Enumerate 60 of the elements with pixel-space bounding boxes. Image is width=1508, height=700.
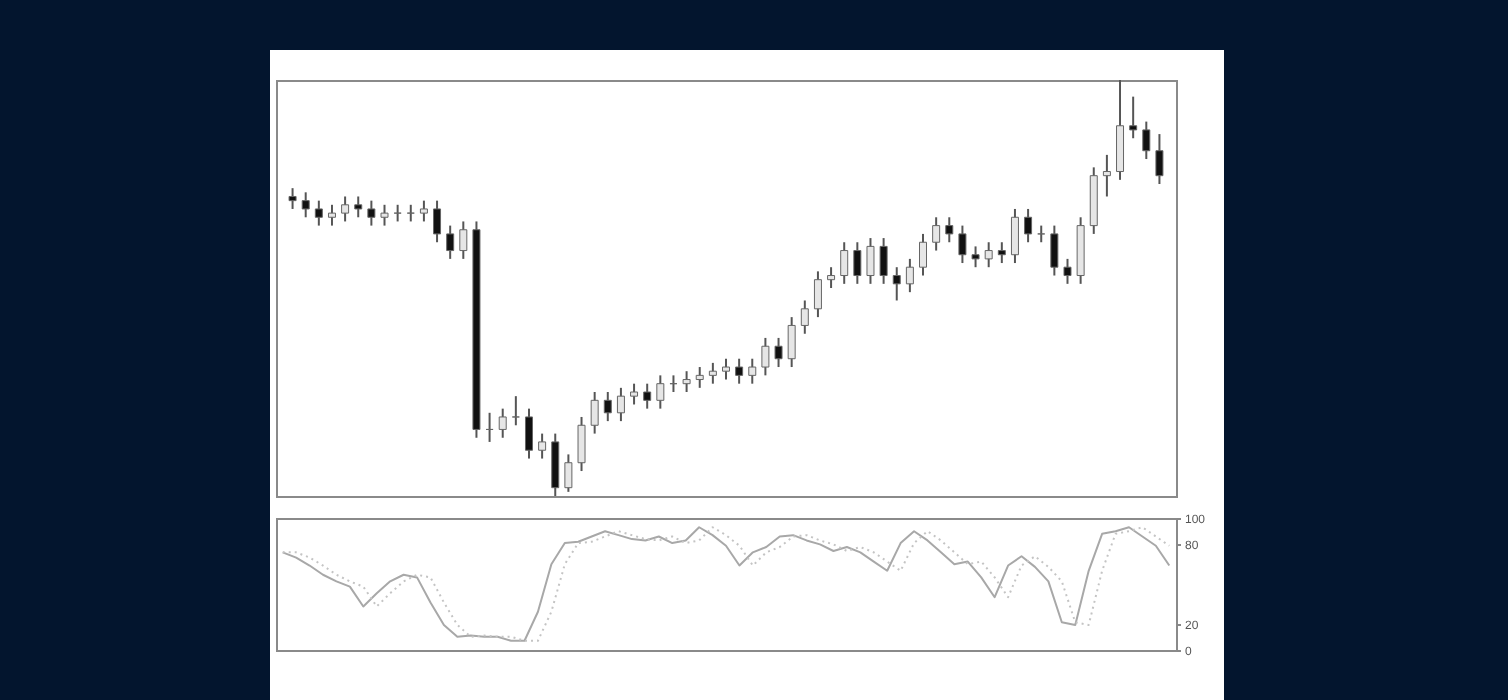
- candlestick: [603, 391, 612, 423]
- candlestick: [1116, 79, 1125, 181]
- candlestick: [682, 370, 691, 393]
- candlestick: [498, 407, 507, 439]
- candlestick: [630, 382, 639, 406]
- candlestick: [1102, 153, 1111, 198]
- candlestick: [1024, 207, 1033, 244]
- candlestick: [787, 316, 796, 369]
- candlestick: [984, 241, 993, 269]
- candlestick: [433, 199, 442, 244]
- candlestick: [564, 453, 573, 493]
- candlestick: [459, 220, 468, 260]
- candlestick: [288, 187, 297, 210]
- candlestick: [735, 357, 744, 385]
- candlestick: [708, 361, 717, 385]
- candlestick: [1010, 207, 1019, 265]
- candlestick: [616, 386, 625, 423]
- candlestick: [853, 241, 862, 285]
- candlestick: [1142, 120, 1151, 161]
- candlestick: [774, 336, 783, 369]
- candlestick: [827, 266, 836, 289]
- candlestick: [1155, 133, 1164, 185]
- candlestick: [840, 241, 849, 285]
- candlestick: [1129, 95, 1138, 140]
- candlestick: [511, 395, 520, 427]
- candlestick: [905, 257, 914, 294]
- candlestick: [932, 216, 941, 252]
- candlestick: [419, 199, 428, 223]
- candlestick: [551, 432, 560, 497]
- candlestick: [538, 432, 547, 460]
- candlestick: [958, 224, 967, 265]
- candlestick: [524, 407, 533, 460]
- candlestick: [314, 199, 323, 227]
- candlestick: [892, 266, 901, 302]
- candlestick: [800, 299, 809, 335]
- candlestick: [761, 336, 770, 377]
- candlestick: [1063, 257, 1072, 285]
- candlestick: [577, 415, 586, 473]
- candlestick: [590, 391, 599, 435]
- candlestick: [367, 199, 376, 227]
- candlestick: [813, 270, 822, 319]
- candlestick: [327, 203, 336, 227]
- candlestick: [997, 241, 1006, 265]
- candlestick: [1050, 224, 1059, 277]
- candlestick: [945, 216, 954, 244]
- candlestick: [301, 191, 310, 219]
- candlestick: [879, 237, 888, 285]
- candlestick: [354, 195, 363, 219]
- candlestick: [695, 366, 704, 389]
- candlestick: [748, 357, 757, 385]
- candlestick: [919, 232, 928, 277]
- candlestick: [341, 195, 350, 223]
- candlestick: [971, 245, 980, 269]
- line-series: [281, 526, 1171, 642]
- candlestick: [643, 382, 652, 410]
- candlestick: [866, 237, 875, 285]
- candlestick: [446, 224, 455, 260]
- candlestick: [722, 357, 730, 381]
- candlestick: [656, 374, 665, 410]
- candlestick: [380, 203, 389, 227]
